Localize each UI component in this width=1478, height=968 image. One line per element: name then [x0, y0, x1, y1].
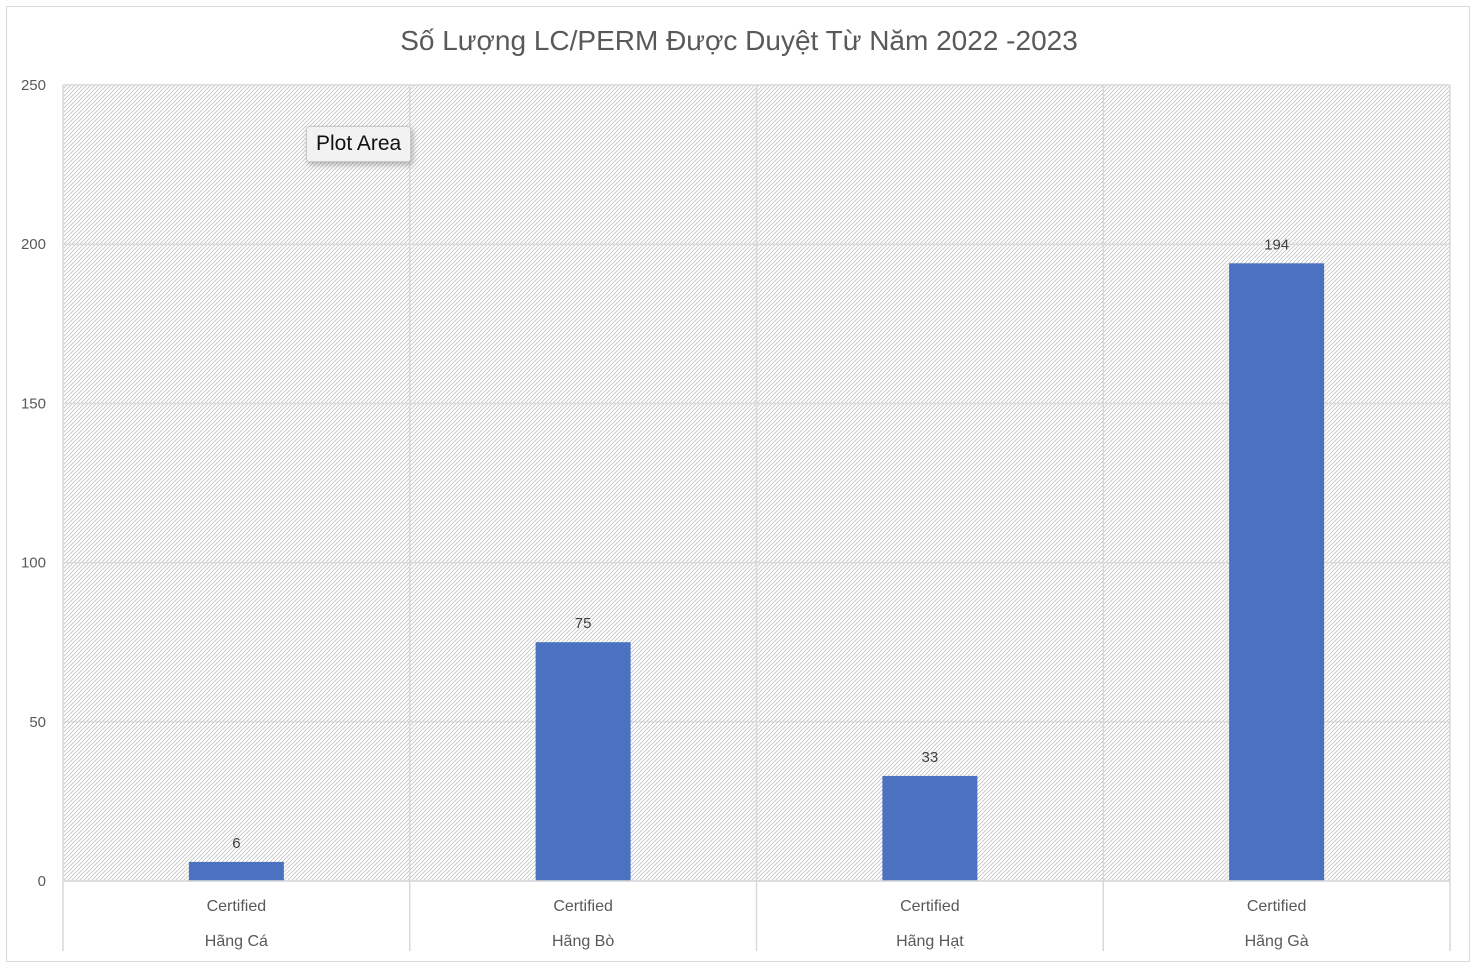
bars — [188, 263, 1325, 882]
y-tick-label: 200 — [21, 236, 46, 253]
x-category-label: Hãng Gà — [1245, 933, 1309, 950]
data-label: 33 — [922, 749, 939, 766]
y-axis: 0 50 100 150 200 250 — [21, 77, 46, 890]
y-tick-label: 50 — [29, 714, 46, 731]
bar — [535, 642, 631, 881]
x-axis: Certified Hãng Cá Certified Hãng Bò Certifie… — [62, 880, 1451, 951]
x-category-label: Hãng Cá — [205, 933, 268, 950]
y-tick-label: 250 — [21, 77, 46, 94]
x-subcategory-label: Certified — [207, 898, 267, 915]
x-subcategory-label: Certified — [1247, 898, 1307, 915]
bar — [188, 861, 284, 881]
y-tick-label: 0 — [38, 873, 46, 890]
x-category-label: Hãng Bò — [552, 933, 614, 950]
plot-area-tooltip: Plot Area — [306, 126, 412, 162]
bar — [1229, 263, 1325, 882]
x-subcategory-label: Certified — [553, 898, 613, 915]
data-labels: 6 75 33 194 — [232, 236, 1289, 852]
bar — [882, 775, 978, 881]
y-tick-label: 100 — [21, 555, 46, 572]
gridlines — [62, 84, 1451, 882]
data-label: 75 — [575, 615, 592, 632]
y-tick-label: 150 — [21, 395, 46, 412]
data-label: 194 — [1264, 236, 1289, 253]
data-label: 6 — [232, 835, 240, 852]
x-subcategory-label: Certified — [900, 898, 960, 915]
chart-title: Số Lượng LC/PERM Được Duyệt Từ Năm 2022 … — [400, 25, 1078, 56]
x-category-label: Hãng Hạt — [896, 933, 964, 950]
